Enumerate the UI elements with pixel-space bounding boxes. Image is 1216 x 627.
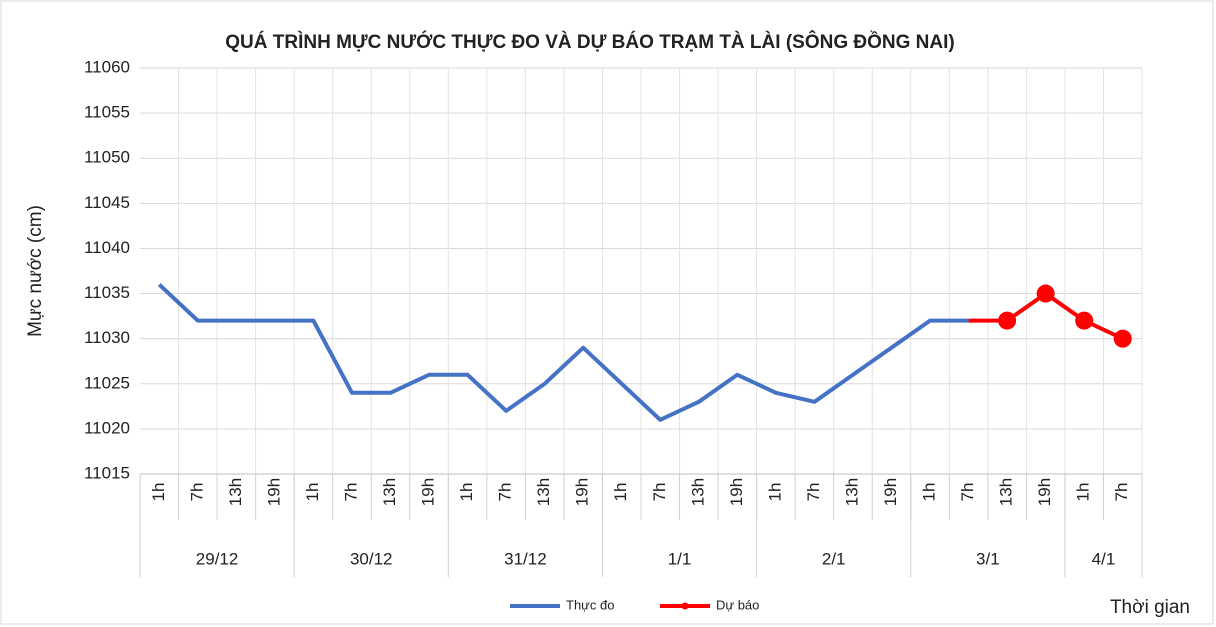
y-tick-label: 11055 (84, 103, 130, 122)
y-tick-label: 11025 (84, 373, 130, 392)
x-tick-label: 1h (149, 483, 168, 502)
x-group-label: 4/1 (1092, 549, 1116, 568)
series-marker (1113, 329, 1132, 348)
x-group-label: 31/12 (504, 549, 547, 568)
y-tick-label: 11035 (84, 283, 130, 302)
legend-label: Thực đo (566, 597, 614, 612)
y-axis-label: Mực nước (cm) (25, 205, 46, 337)
y-tick-label: 11045 (84, 193, 130, 212)
legend-marker (681, 602, 689, 610)
legend-label: Dự báo (716, 597, 759, 612)
series-marker (998, 311, 1017, 330)
chart-title: QUÁ TRÌNH MỰC NƯỚC THỰC ĐO VÀ DỰ BÁO TRẠ… (225, 31, 954, 53)
series-line (157, 283, 969, 422)
y-tick-label: 11015 (84, 463, 130, 482)
y-tick-label: 11050 (84, 148, 130, 167)
x-tick-label: 13h (534, 478, 553, 506)
x-tick-label: 19h (881, 478, 900, 506)
x-tick-label: 1h (765, 483, 784, 502)
x-tick-label: 7h (958, 483, 977, 502)
x-group-label: 3/1 (976, 549, 1000, 568)
x-tick-label: 13h (226, 478, 245, 506)
x-tick-label: 7h (496, 483, 515, 502)
y-tick-label: 11020 (84, 418, 130, 437)
x-tick-label: 19h (1035, 478, 1054, 506)
x-tick-label: 13h (688, 478, 707, 506)
x-axis-label: Thời gian (1110, 597, 1190, 618)
y-tick-label: 11040 (84, 238, 130, 257)
x-tick-label: 1h (1074, 483, 1093, 502)
x-tick-label: 19h (419, 478, 438, 506)
x-tick-label: 7h (187, 483, 206, 502)
y-tick-label: 11030 (84, 328, 130, 347)
x-tick-label: 13h (842, 478, 861, 506)
x-tick-label: 1h (457, 483, 476, 502)
x-tick-label: 1h (611, 483, 630, 502)
x-tick-label: 7h (341, 483, 360, 502)
x-tick-label: 7h (1112, 483, 1131, 502)
y-tick-label: 11060 (84, 57, 130, 76)
x-tick-label: 7h (804, 483, 823, 502)
x-tick-label: 1h (920, 483, 939, 502)
x-group-label: 30/12 (350, 549, 393, 568)
x-group-label: 1/1 (668, 549, 692, 568)
x-group-label: 2/1 (822, 549, 846, 568)
x-tick-label: 13h (380, 478, 399, 506)
x-tick-label: 19h (264, 478, 283, 506)
x-tick-label: 7h (650, 483, 669, 502)
x-tick-label: 13h (997, 478, 1016, 506)
series-marker (1036, 284, 1055, 303)
x-tick-label: 19h (727, 478, 746, 506)
series-marker (1075, 311, 1094, 330)
x-tick-label: 19h (573, 478, 592, 506)
x-tick-label: 1h (303, 483, 322, 502)
x-group-label: 29/12 (196, 549, 239, 568)
